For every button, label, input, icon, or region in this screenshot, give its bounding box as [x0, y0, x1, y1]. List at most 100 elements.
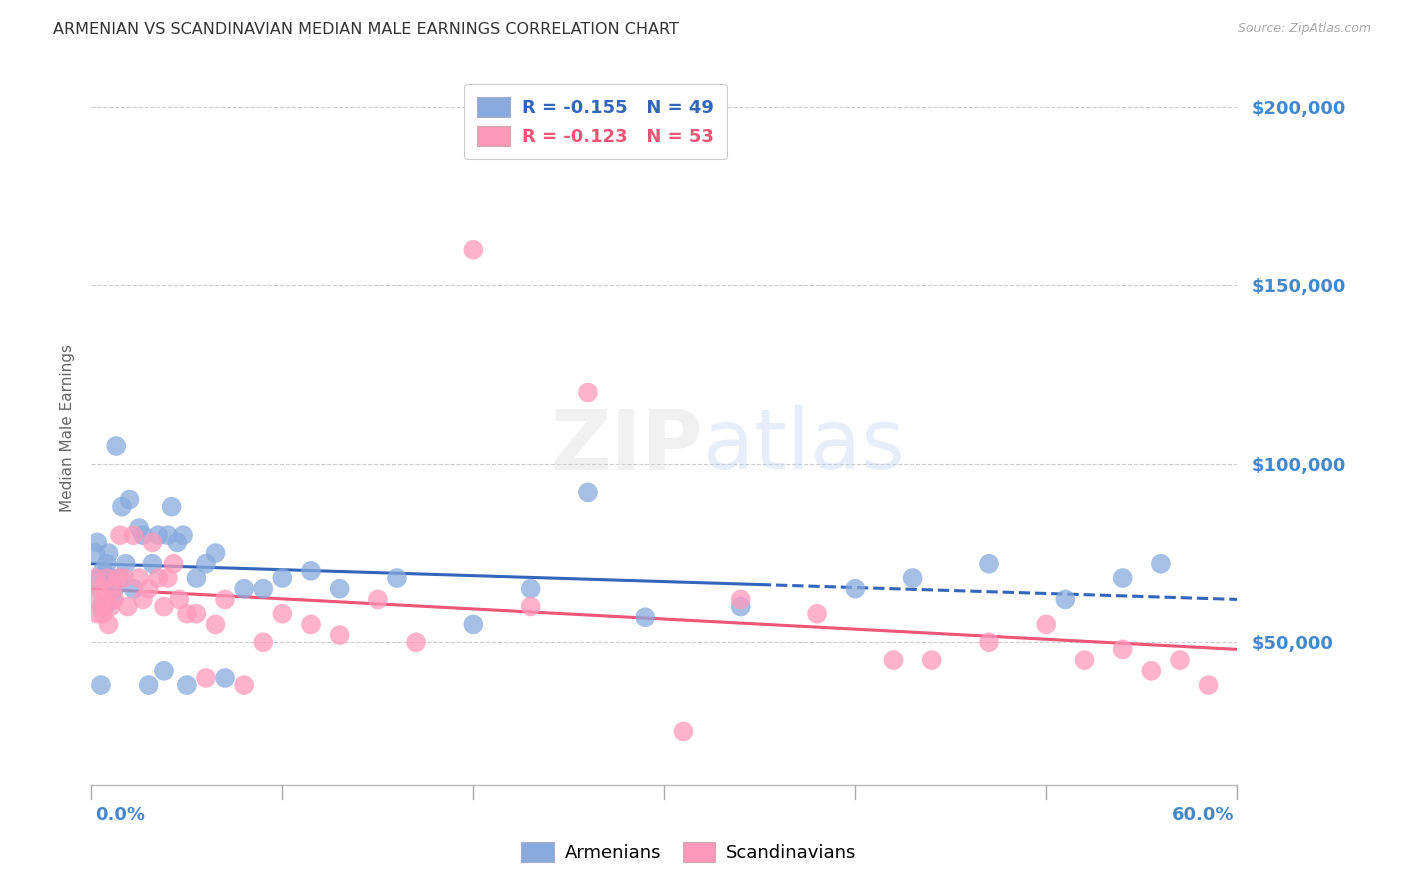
Point: [1035, 617, 1057, 632]
Point: [100, 599, 122, 614]
Point: [329, 582, 352, 596]
Point: [108, 571, 131, 585]
Point: [96, 571, 118, 585]
Point: [101, 592, 124, 607]
Point: [385, 571, 408, 585]
Point: [90, 599, 112, 614]
Point: [100, 571, 122, 585]
Text: 60.0%: 60.0%: [1173, 806, 1234, 824]
Point: [844, 582, 866, 596]
Point: [138, 678, 160, 692]
Point: [204, 546, 226, 560]
Text: ZIP: ZIP: [551, 406, 703, 486]
Point: [132, 592, 155, 607]
Point: [82, 592, 104, 607]
Point: [1198, 678, 1220, 692]
Point: [271, 571, 294, 585]
Point: [114, 557, 136, 571]
Point: [730, 599, 752, 614]
Point: [634, 610, 657, 624]
Point: [97, 546, 120, 560]
Point: [84, 546, 107, 560]
Point: [101, 582, 124, 596]
Point: [1054, 592, 1077, 607]
Point: [153, 664, 176, 678]
Point: [160, 500, 183, 514]
Point: [97, 617, 120, 632]
Point: [176, 678, 198, 692]
Point: [156, 571, 179, 585]
Point: [730, 592, 752, 607]
Point: [107, 571, 129, 585]
Point: [162, 557, 184, 571]
Point: [153, 599, 176, 614]
Point: [1168, 653, 1191, 667]
Point: [87, 571, 110, 585]
Point: [148, 571, 170, 585]
Point: [128, 571, 150, 585]
Point: [90, 678, 112, 692]
Point: [1140, 664, 1163, 678]
Point: [806, 607, 828, 621]
Point: [87, 582, 110, 596]
Point: [176, 607, 198, 621]
Point: [1073, 653, 1095, 667]
Point: [186, 607, 208, 621]
Point: [141, 557, 163, 571]
Point: [148, 528, 170, 542]
Point: [122, 582, 145, 596]
Point: [112, 571, 135, 585]
Point: [299, 617, 322, 632]
Point: [194, 557, 217, 571]
Point: [186, 571, 208, 585]
Point: [921, 653, 943, 667]
Point: [977, 557, 1000, 571]
Point: [141, 535, 163, 549]
Point: [138, 582, 160, 596]
Point: [672, 724, 695, 739]
Point: [194, 671, 217, 685]
Point: [214, 671, 236, 685]
Point: [214, 592, 236, 607]
Point: [1150, 557, 1173, 571]
Point: [233, 678, 256, 692]
Point: [167, 592, 190, 607]
Point: [271, 607, 294, 621]
Point: [463, 617, 485, 632]
Point: [463, 243, 485, 257]
Point: [84, 571, 107, 585]
Point: [576, 385, 599, 400]
Point: [108, 528, 131, 542]
Point: [367, 592, 389, 607]
Point: [111, 500, 134, 514]
Point: [172, 528, 194, 542]
Point: [252, 582, 274, 596]
Text: ARMENIAN VS SCANDINAVIAN MEDIAN MALE EARNINGS CORRELATION CHART: ARMENIAN VS SCANDINAVIAN MEDIAN MALE EAR…: [53, 22, 679, 37]
Point: [103, 592, 125, 607]
Point: [91, 607, 114, 621]
Point: [86, 535, 108, 549]
Point: [329, 628, 352, 642]
Point: [166, 535, 188, 549]
Point: [204, 617, 226, 632]
Point: [977, 635, 1000, 649]
Text: 0.0%: 0.0%: [96, 806, 146, 824]
Point: [128, 521, 150, 535]
Point: [882, 653, 904, 667]
Legend: R = -0.155   N = 49, R = -0.123   N = 53: R = -0.155 N = 49, R = -0.123 N = 53: [464, 84, 727, 159]
Point: [96, 557, 118, 571]
Point: [117, 599, 139, 614]
Point: [94, 599, 117, 614]
Point: [299, 564, 322, 578]
Point: [103, 582, 125, 596]
Point: [156, 528, 179, 542]
Point: [118, 492, 141, 507]
Legend: Armenians, Scandinavians: Armenians, Scandinavians: [515, 834, 863, 870]
Point: [105, 439, 128, 453]
Point: [1111, 571, 1133, 585]
Point: [122, 528, 145, 542]
Point: [132, 528, 155, 542]
Point: [233, 582, 256, 596]
Text: Source: ZipAtlas.com: Source: ZipAtlas.com: [1237, 22, 1371, 36]
Point: [252, 635, 274, 649]
